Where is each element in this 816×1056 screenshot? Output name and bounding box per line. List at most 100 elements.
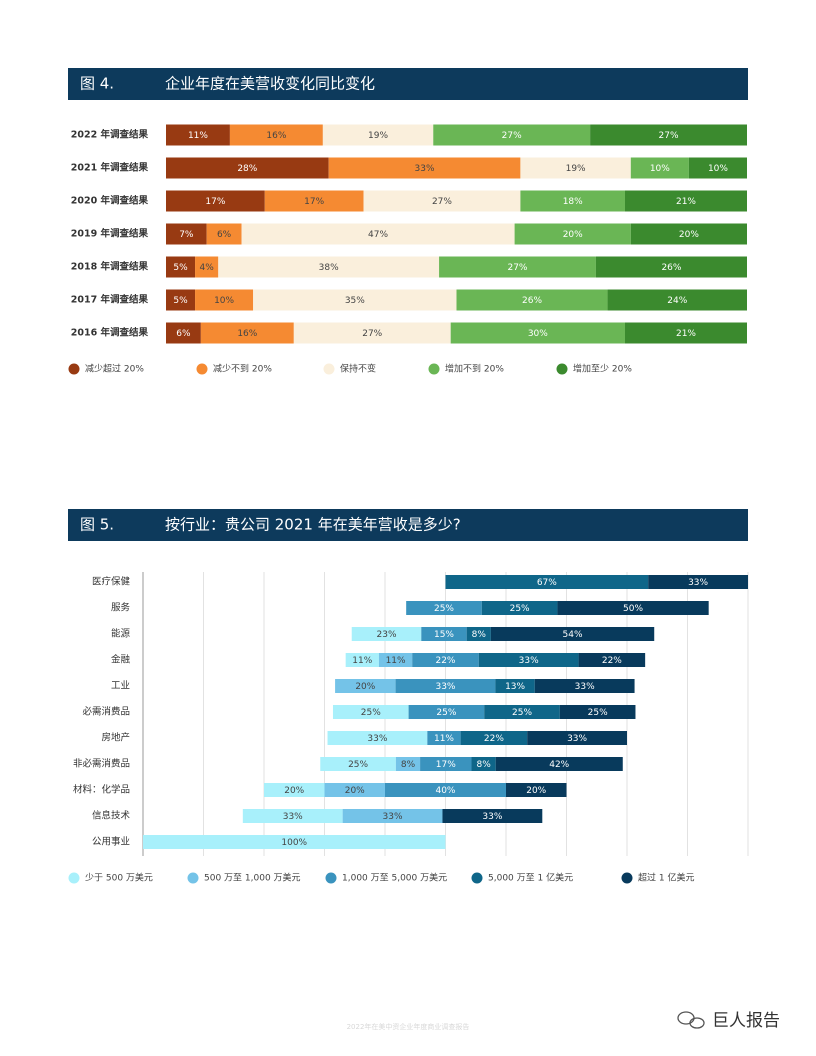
- watermark: 巨人报告: [712, 1011, 780, 1031]
- category-label: 服务: [111, 602, 131, 614]
- legend-swatch: [323, 363, 335, 375]
- bar-segment: [408, 705, 485, 719]
- data-label: 28%: [237, 164, 257, 174]
- bar-segment: [506, 783, 567, 797]
- legend-swatch: [471, 872, 483, 884]
- legend-label: 500 万至 1,000 万美元: [204, 872, 301, 884]
- chart-title: 按行业：贵公司 2021 年在美年营收是多少?: [165, 516, 461, 534]
- data-label: 6%: [217, 230, 232, 240]
- figure-label: 图 5.: [80, 516, 114, 534]
- category-label: 2020 年调查结果: [71, 195, 149, 207]
- category-label: 2021 年调查结果: [71, 162, 149, 174]
- data-label: 11%: [386, 656, 406, 666]
- bar-segment: [534, 679, 635, 693]
- category-label: 材料：化学品: [73, 784, 130, 796]
- data-label: 33%: [367, 734, 387, 744]
- data-label: 26%: [522, 296, 542, 306]
- bar-segment: [378, 653, 413, 667]
- data-label: 11%: [352, 656, 372, 666]
- bar-segment: [420, 757, 472, 771]
- data-label: 8%: [472, 630, 487, 640]
- bar-segment: [195, 256, 219, 278]
- data-label: 23%: [377, 630, 397, 640]
- bar-segment: [253, 289, 457, 311]
- bar-segment: [218, 256, 440, 278]
- watermark-icon: [677, 1011, 705, 1029]
- legend-swatch: [187, 872, 199, 884]
- data-label: 19%: [368, 131, 388, 141]
- bar-segment: [520, 157, 631, 179]
- data-label: 19%: [566, 164, 586, 174]
- bar-segment: [166, 157, 329, 179]
- bar-segment: [143, 835, 446, 849]
- data-label: 20%: [345, 786, 365, 796]
- category-label: 必需消费品: [82, 706, 130, 718]
- data-label: 22%: [484, 734, 504, 744]
- bar-segment: [445, 575, 649, 589]
- data-label: 20%: [563, 230, 583, 240]
- data-label: 27%: [507, 263, 527, 273]
- bar-segment: [406, 601, 482, 615]
- bar-segment: [320, 757, 396, 771]
- category-label: 2017 年调查结果: [71, 294, 149, 306]
- data-label: 50%: [623, 604, 643, 614]
- data-label: 24%: [667, 296, 687, 306]
- legend-swatch: [428, 363, 440, 375]
- bar-segment: [293, 322, 451, 344]
- data-label: 4%: [200, 263, 215, 273]
- bar-segment: [342, 809, 443, 823]
- bar-segment: [590, 124, 747, 146]
- bar-segment: [412, 653, 479, 667]
- header-bar: [68, 68, 748, 100]
- data-label: 42%: [549, 760, 569, 770]
- data-label: 25%: [348, 760, 368, 770]
- data-label: 18%: [563, 197, 583, 207]
- bar-segment: [327, 731, 428, 745]
- bar-segment: [166, 256, 196, 278]
- data-label: 10%: [708, 164, 728, 174]
- bar-segment: [351, 627, 422, 641]
- data-label: 25%: [512, 708, 532, 718]
- data-label: 20%: [679, 230, 699, 240]
- data-label: 10%: [650, 164, 670, 174]
- data-label: 16%: [266, 131, 286, 141]
- category-label: 金融: [111, 654, 131, 666]
- bar-segment: [345, 653, 379, 667]
- bar-segment: [514, 223, 631, 245]
- data-label: 7%: [179, 230, 194, 240]
- legend-swatch: [68, 872, 80, 884]
- data-label: 26%: [661, 263, 681, 273]
- category-label: 信息技术: [92, 810, 131, 822]
- data-label: 33%: [283, 812, 303, 822]
- category-label: 2019 年调查结果: [71, 228, 149, 240]
- data-label: 27%: [432, 197, 452, 207]
- bar-segment: [363, 190, 521, 212]
- data-label: 33%: [519, 656, 539, 666]
- data-label: 10%: [214, 296, 234, 306]
- data-label: 30%: [528, 329, 548, 339]
- bar-segment: [527, 731, 627, 745]
- header-bar: [68, 509, 748, 541]
- bar-segment: [460, 731, 528, 745]
- bar-segment: [433, 124, 591, 146]
- bar-segment: [195, 289, 254, 311]
- data-label: 25%: [436, 708, 456, 718]
- data-label: 17%: [304, 197, 324, 207]
- data-label: 33%: [567, 734, 587, 744]
- bar-segment: [648, 575, 748, 589]
- bar-segment: [688, 157, 747, 179]
- bar-segment: [332, 705, 409, 719]
- legend-swatch: [196, 363, 208, 375]
- data-label: 100%: [281, 838, 307, 848]
- data-label: 27%: [502, 131, 522, 141]
- data-label: 6%: [176, 329, 191, 339]
- bar-segment: [484, 705, 560, 719]
- data-label: 22%: [602, 656, 622, 666]
- bar-segment: [166, 190, 265, 212]
- legend-label: 1,000 万至 5,000 万美元: [342, 872, 447, 884]
- bar-segment: [559, 705, 636, 719]
- legend-label: 保持不变: [340, 363, 376, 375]
- data-label: 38%: [319, 263, 339, 273]
- data-label: 13%: [505, 682, 525, 692]
- bar-segment: [557, 601, 709, 615]
